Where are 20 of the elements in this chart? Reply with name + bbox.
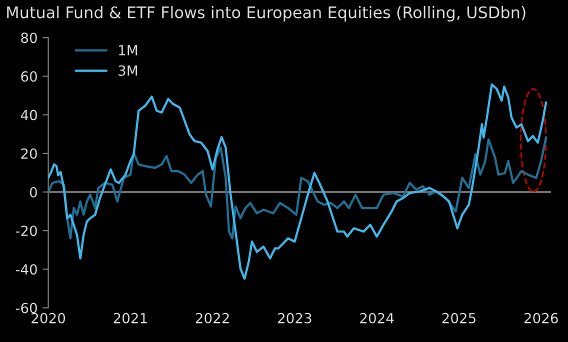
y-tick-label: 60	[21, 71, 37, 82]
y-tick-label: 80	[21, 32, 37, 44]
y-tick-label: -60	[16, 302, 37, 314]
x-tick-label: 2024	[360, 312, 394, 324]
x-tick-label: 2022	[196, 312, 229, 324]
x-tick-label: 2025	[442, 312, 476, 324]
y-tick-label: 20	[21, 148, 37, 159]
line-series	[48, 136, 548, 240]
y-tick-label: -20	[16, 226, 37, 236]
x-tick-label: 2026	[524, 312, 558, 324]
x-tick-label: 2023	[278, 312, 312, 324]
line-series	[48, 83, 548, 280]
legend-label: 3M	[118, 65, 137, 76]
y-tick-label: 0	[30, 186, 37, 198]
y-tick-label: -40	[16, 264, 37, 275]
legend-label: 1M	[119, 45, 137, 56]
x-tick-label: 2020	[32, 312, 66, 324]
y-tick-label: 40	[20, 110, 37, 120]
x-tick-label: 2021	[114, 312, 147, 324]
chart-title: Mutual Fund & ETF Flows into European Equities (Rolling, USDbn)	[7, 6, 526, 22]
